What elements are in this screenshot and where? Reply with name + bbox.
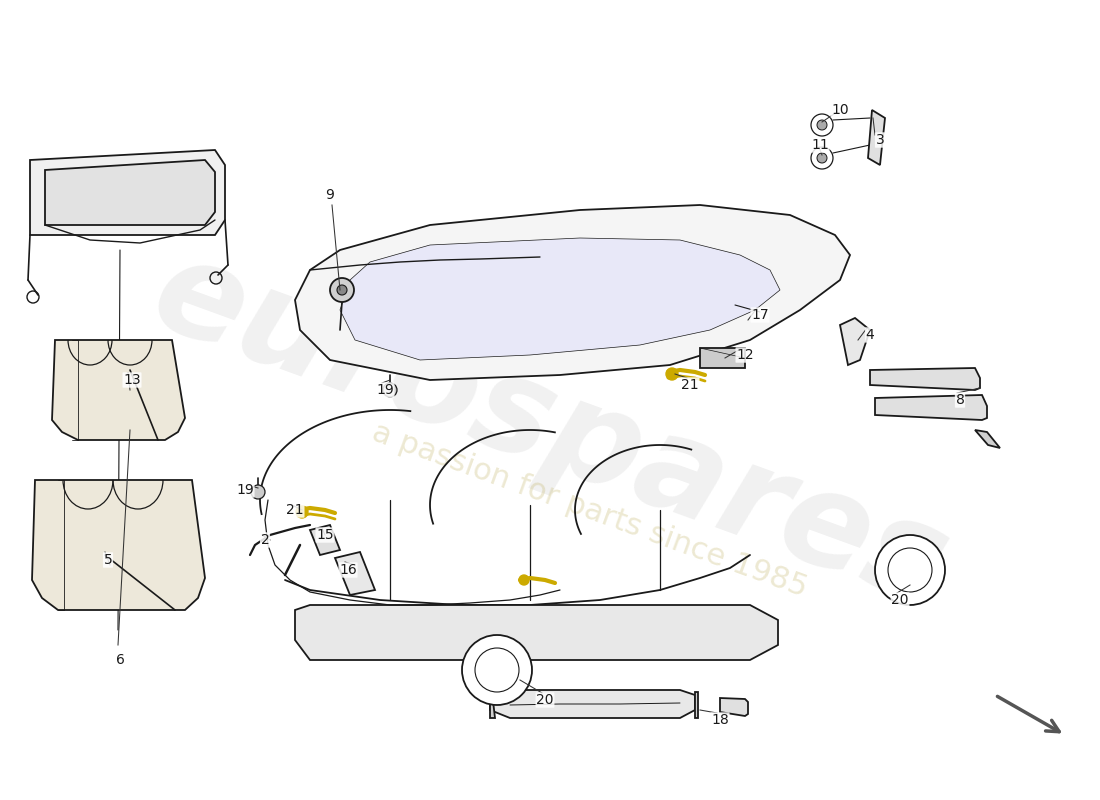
Polygon shape (490, 690, 695, 718)
Text: 5: 5 (103, 553, 112, 567)
Polygon shape (874, 395, 987, 420)
Polygon shape (295, 205, 850, 380)
Polygon shape (868, 110, 886, 165)
Polygon shape (52, 340, 185, 440)
Polygon shape (975, 430, 1000, 448)
Circle shape (337, 285, 346, 295)
Text: 4: 4 (866, 328, 874, 342)
Polygon shape (840, 318, 870, 365)
Text: 18: 18 (711, 713, 729, 727)
Text: 15: 15 (316, 528, 333, 542)
Polygon shape (340, 238, 780, 360)
Text: 17: 17 (751, 308, 769, 322)
Text: 2: 2 (261, 533, 270, 547)
Circle shape (519, 575, 529, 585)
Circle shape (811, 147, 833, 169)
Text: 11: 11 (811, 138, 829, 152)
Text: 21: 21 (286, 503, 304, 517)
Polygon shape (720, 698, 748, 716)
Circle shape (817, 153, 827, 163)
Polygon shape (336, 552, 375, 595)
Text: 16: 16 (339, 563, 356, 577)
Polygon shape (30, 150, 225, 235)
Circle shape (383, 383, 397, 397)
Polygon shape (870, 368, 980, 390)
Text: 19: 19 (236, 483, 254, 497)
Circle shape (330, 278, 354, 302)
Circle shape (666, 368, 678, 380)
Text: 21: 21 (681, 378, 698, 392)
Polygon shape (700, 348, 745, 368)
Circle shape (296, 506, 308, 518)
Polygon shape (490, 692, 495, 718)
Polygon shape (695, 692, 698, 718)
Text: eurospares: eurospares (136, 227, 964, 633)
Text: 6: 6 (116, 653, 124, 667)
Circle shape (811, 114, 833, 136)
Text: 10: 10 (832, 103, 849, 117)
Text: 3: 3 (876, 133, 884, 147)
Circle shape (475, 648, 519, 692)
Polygon shape (32, 480, 205, 610)
Text: 20: 20 (537, 693, 553, 707)
Circle shape (874, 535, 945, 605)
Text: 9: 9 (326, 188, 334, 202)
Circle shape (888, 548, 932, 592)
Polygon shape (310, 525, 340, 555)
Text: 20: 20 (891, 593, 909, 607)
Circle shape (817, 120, 827, 130)
Text: a passion for parts since 1985: a passion for parts since 1985 (368, 418, 812, 602)
Text: 19: 19 (376, 383, 394, 397)
Circle shape (462, 635, 532, 705)
Polygon shape (45, 160, 214, 225)
Polygon shape (295, 605, 778, 660)
Text: 8: 8 (956, 393, 965, 407)
Circle shape (251, 485, 265, 499)
Text: 13: 13 (123, 373, 141, 387)
Text: 12: 12 (736, 348, 754, 362)
